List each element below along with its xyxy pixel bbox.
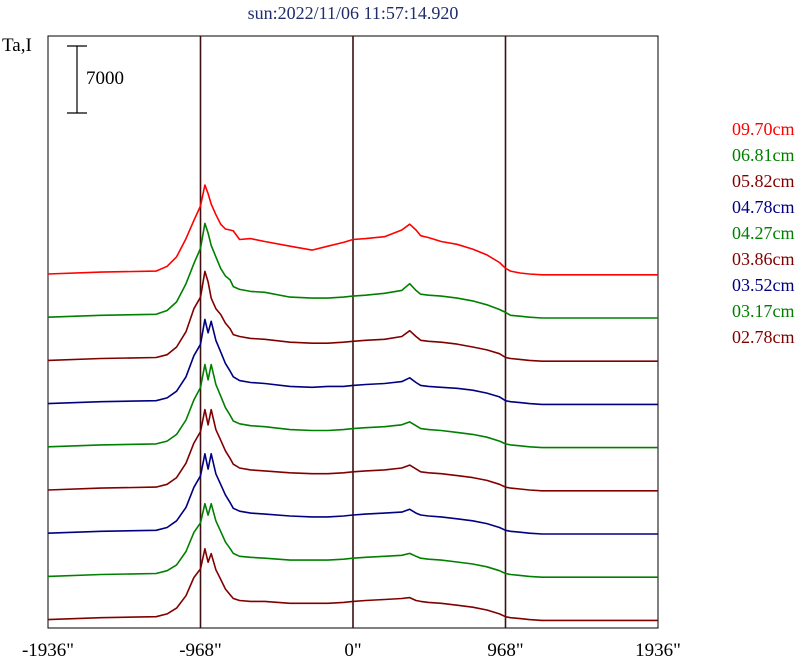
legend-entry-3: 04.78cm: [732, 197, 795, 217]
x-tick-labels: -1936" -968" 0" 968" 1936": [22, 640, 681, 661]
y-axis-label: Ta,I: [2, 35, 32, 56]
legend-entry-8: 02.78cm: [732, 327, 795, 347]
reference-lines: [199, 36, 507, 628]
legend-entry-1: 06.81cm: [732, 145, 795, 165]
scale-bar: 7000: [67, 45, 124, 114]
series-line-2: [47, 270, 658, 363]
series-line-6: [47, 452, 658, 535]
x-tick-label-4: 1936": [635, 640, 681, 661]
series-line-7: [47, 502, 658, 579]
series-line-4: [47, 363, 658, 449]
series-line-3: [47, 318, 658, 406]
legend-entry-0: 09.70cm: [732, 119, 795, 139]
scale-bar-label: 7000: [86, 68, 124, 89]
legend-entry-2: 05.82cm: [732, 171, 795, 191]
series-line-8: [47, 547, 658, 622]
legend-entry-4: 04.27cm: [732, 223, 795, 243]
chart-title: sun:2022/11/06 11:57:14.920: [248, 3, 459, 23]
legend: 09.70cm 06.81cm 05.82cm 04.78cm 04.27cm 03.86…: [732, 119, 795, 347]
series-group: [47, 184, 658, 622]
legend-entry-5: 03.86cm: [732, 249, 795, 269]
series-line-1: [47, 222, 658, 319]
series-line-0: [47, 184, 658, 276]
x-tick-label-2: 0": [344, 640, 361, 661]
legend-entry-7: 03.17cm: [732, 301, 795, 321]
legend-entry-6: 03.52cm: [732, 275, 795, 295]
x-tick-label-3: 968": [487, 640, 523, 661]
series-line-5: [47, 408, 658, 492]
x-tick-label-1: -968": [179, 640, 222, 661]
x-tick-label-0: -1936": [22, 640, 74, 661]
